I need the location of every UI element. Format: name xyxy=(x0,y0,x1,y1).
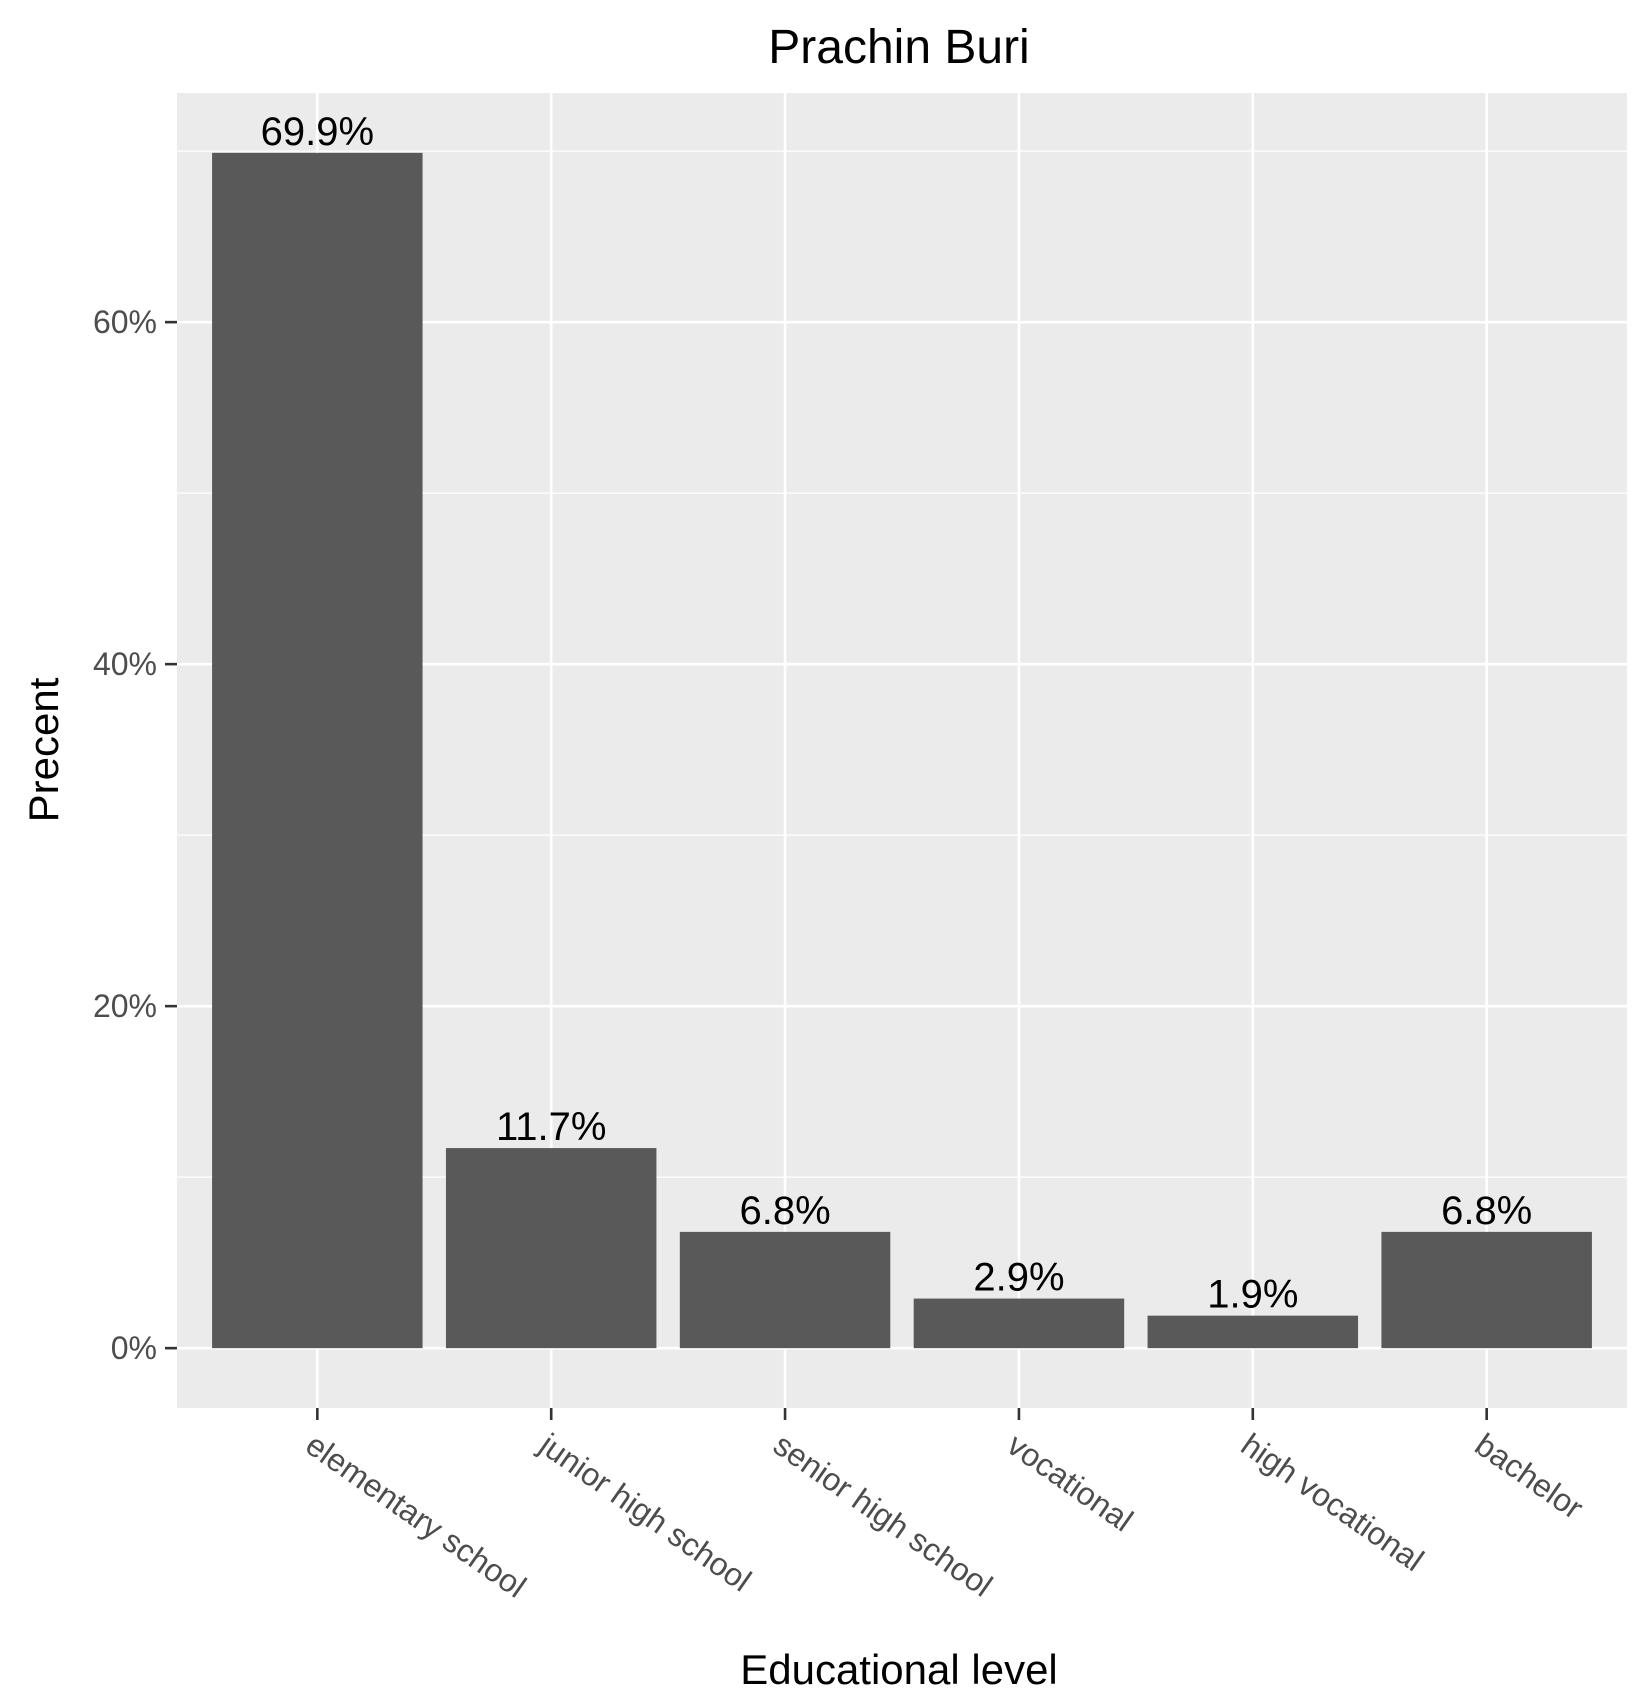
data-labels: 69.9% 11.7% 6.8% 2.9% 1.9% 6.8% xyxy=(261,110,1533,1317)
y-tick-label: 60% xyxy=(93,304,157,340)
x-tick-label: bachelor xyxy=(1469,1426,1590,1526)
bar xyxy=(212,152,423,1349)
bar xyxy=(445,1148,657,1349)
data-label: 69.9% xyxy=(261,110,374,154)
data-label: 1.9% xyxy=(1207,1273,1298,1317)
x-axis-title: Educational level xyxy=(740,1646,1058,1693)
bar xyxy=(1381,1231,1592,1349)
data-label: 6.8% xyxy=(1441,1189,1532,1233)
y-tick-label: 40% xyxy=(93,646,157,682)
bar xyxy=(913,1298,1125,1349)
data-label: 6.8% xyxy=(739,1189,830,1233)
bars xyxy=(212,152,1592,1349)
bar xyxy=(679,1231,891,1349)
data-label: 11.7% xyxy=(496,1105,606,1149)
bar xyxy=(1147,1315,1359,1349)
x-tick-label: junior high school xyxy=(532,1426,757,1599)
y-axis: 0% 20% 40% 60% xyxy=(93,304,177,1366)
y-axis-title: Precent xyxy=(20,677,67,822)
x-tick-label: elementary school xyxy=(299,1426,532,1604)
x-tick-label: vocational xyxy=(1001,1426,1140,1538)
data-label: 2.9% xyxy=(973,1256,1064,1300)
x-tick-label: high vocational xyxy=(1235,1426,1431,1578)
x-axis: elementary school junior high school senio… xyxy=(299,1408,1590,1605)
x-tick-label: senior high school xyxy=(767,1426,999,1603)
y-tick-label: 20% xyxy=(93,988,157,1024)
chart-title: Prachin Buri xyxy=(768,21,1029,74)
y-tick-label: 0% xyxy=(111,1330,157,1366)
